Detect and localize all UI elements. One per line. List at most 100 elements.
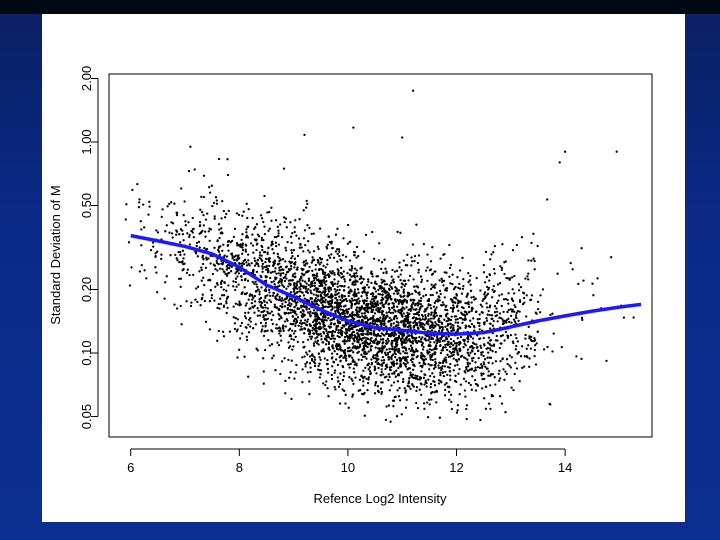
data-point — [351, 299, 355, 302]
data-point — [323, 324, 327, 327]
data-point — [241, 249, 245, 252]
data-point — [370, 358, 373, 361]
data-point — [534, 344, 537, 347]
data-point — [384, 296, 387, 299]
trend-line — [130, 233, 642, 336]
data-point — [251, 216, 254, 220]
data-point — [462, 356, 466, 359]
data-point — [309, 296, 312, 300]
data-point — [432, 326, 435, 329]
data-point — [308, 335, 311, 338]
data-point — [283, 312, 287, 315]
data-point — [432, 284, 436, 287]
data-point — [484, 295, 487, 298]
data-point — [469, 383, 472, 387]
data-point — [181, 229, 184, 232]
data-point — [326, 358, 329, 362]
data-point — [385, 330, 388, 333]
data-point — [423, 328, 427, 331]
data-point — [402, 288, 405, 291]
data-point — [247, 259, 250, 262]
data-point — [502, 368, 505, 371]
data-point — [494, 360, 498, 363]
data-point — [366, 345, 369, 349]
data-point — [442, 374, 446, 378]
data-point — [310, 335, 314, 338]
data-point — [179, 253, 182, 257]
data-point — [409, 344, 413, 347]
data-point — [188, 235, 191, 239]
data-point — [433, 363, 436, 367]
data-point — [480, 372, 483, 375]
data-point — [225, 255, 229, 258]
data-point — [348, 328, 351, 331]
data-point — [317, 343, 320, 346]
data-point — [522, 365, 526, 368]
data-point — [281, 258, 285, 261]
data-point — [289, 283, 292, 286]
data-point — [389, 332, 393, 336]
data-point — [403, 307, 406, 310]
data-point — [441, 339, 444, 343]
data-point — [489, 384, 492, 387]
data-point — [355, 272, 358, 275]
data-point — [311, 311, 314, 315]
data-point — [264, 325, 267, 328]
data-point — [427, 299, 431, 303]
data-point — [326, 243, 329, 246]
data-point — [388, 316, 391, 320]
data-point — [435, 401, 438, 404]
data-point — [357, 302, 361, 305]
data-point — [262, 310, 265, 313]
data-point — [510, 356, 513, 359]
data-point — [457, 372, 460, 375]
data-point — [148, 205, 151, 208]
data-point — [422, 402, 426, 405]
data-point — [228, 330, 232, 333]
data-point — [316, 315, 319, 318]
data-point — [360, 295, 363, 298]
data-point — [452, 353, 455, 356]
data-point — [263, 303, 267, 307]
data-point — [204, 248, 208, 251]
data-point — [313, 298, 316, 302]
data-point — [253, 294, 257, 298]
data-point — [244, 243, 247, 246]
data-point — [450, 354, 454, 357]
data-point — [327, 316, 330, 320]
data-point — [337, 380, 340, 383]
data-point — [368, 370, 372, 373]
y-tick-label: 0.20 — [79, 277, 94, 302]
data-point — [260, 244, 263, 248]
data-point — [355, 269, 358, 272]
data-point — [378, 284, 381, 288]
data-point — [400, 413, 403, 416]
data-point — [185, 300, 188, 303]
data-point — [502, 310, 505, 314]
data-point — [288, 297, 292, 300]
data-point — [519, 285, 523, 289]
data-point — [328, 256, 332, 259]
data-point — [343, 309, 346, 313]
data-point — [273, 262, 276, 265]
data-point — [236, 356, 239, 359]
data-point — [266, 251, 269, 254]
data-point — [348, 335, 351, 338]
data-point — [276, 255, 280, 258]
data-point — [479, 289, 482, 292]
data-point — [376, 362, 380, 365]
data-point — [369, 345, 373, 348]
data-point — [267, 247, 270, 250]
data-point — [281, 283, 284, 287]
data-point — [206, 212, 209, 215]
data-point — [361, 337, 365, 340]
data-point — [287, 299, 290, 302]
data-point — [391, 311, 395, 314]
data-point — [533, 337, 536, 340]
data-point — [416, 304, 420, 307]
data-point — [356, 339, 359, 343]
data-point — [500, 293, 504, 296]
data-point — [406, 311, 409, 314]
data-point — [392, 360, 395, 364]
data-point — [439, 373, 442, 377]
